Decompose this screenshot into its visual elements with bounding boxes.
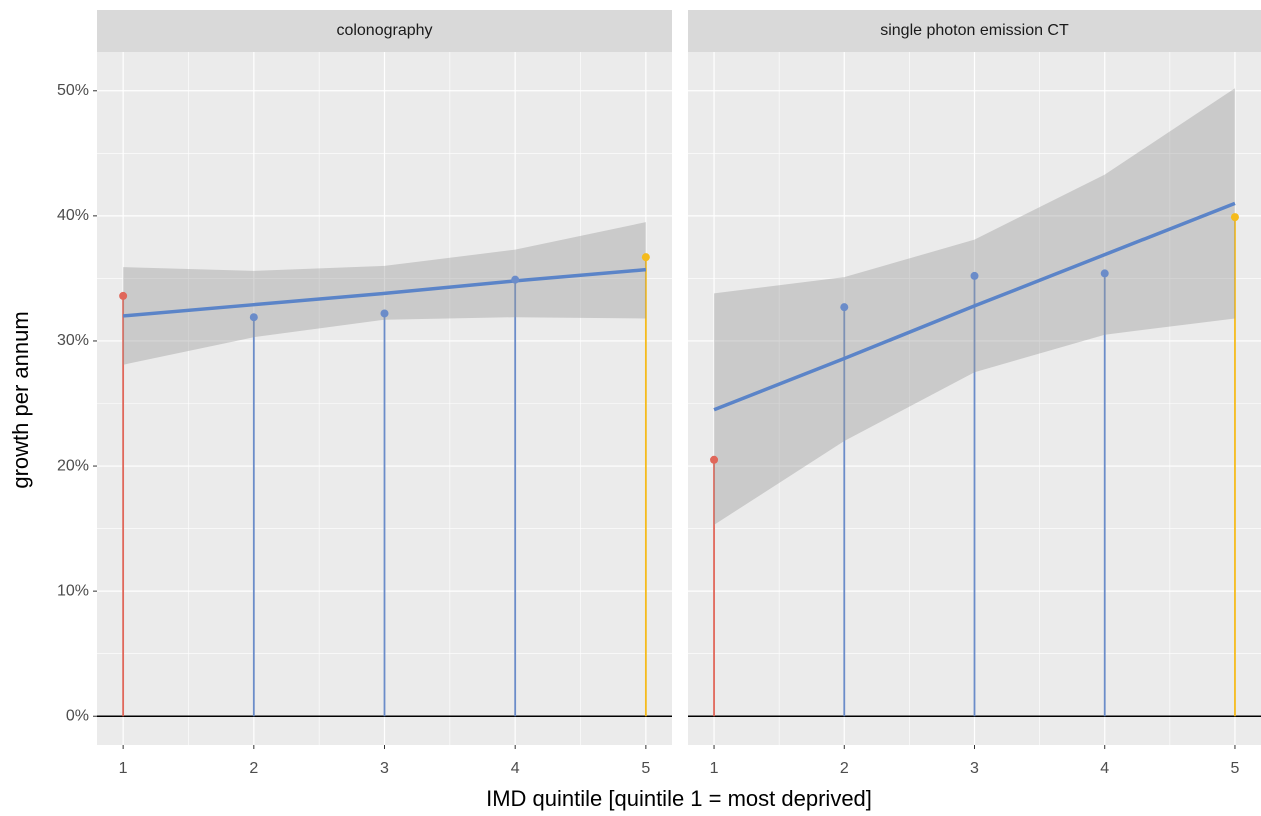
strip	[97, 10, 672, 52]
x-tick-label: 5	[641, 760, 650, 777]
x-tick-label: 3	[970, 760, 979, 777]
x-tick-label: 4	[511, 760, 520, 777]
fit-line	[713, 201, 1236, 412]
y-tick-label: 10%	[57, 582, 89, 599]
point	[511, 275, 520, 284]
point	[1100, 269, 1109, 278]
y-tick-label: 0%	[66, 707, 89, 724]
y-tick-label: 30%	[57, 332, 89, 349]
y-axis-title: growth per annum	[8, 311, 33, 488]
x-tick-label: 2	[840, 760, 849, 777]
x-axis-title: IMD quintile [quintile 1 = most deprived…	[486, 786, 872, 811]
y-tick-label: 40%	[57, 207, 89, 224]
y-tick-label: 20%	[57, 457, 89, 474]
x-tick-label: 5	[1231, 760, 1240, 777]
point	[840, 303, 849, 312]
point	[380, 309, 389, 318]
y-tick-label: 50%	[57, 82, 89, 99]
point	[970, 271, 979, 280]
point	[119, 291, 128, 300]
point	[249, 313, 258, 322]
x-tick-label: 3	[380, 760, 389, 777]
point	[641, 253, 650, 262]
x-tick-label: 1	[119, 760, 128, 777]
x-tick-label: 2	[249, 760, 258, 777]
point	[1230, 213, 1239, 222]
fit-line	[122, 267, 647, 318]
point	[710, 455, 719, 464]
strip	[688, 10, 1261, 52]
strip-label: colonography	[336, 22, 432, 39]
x-tick-label: 1	[710, 760, 719, 777]
x-tick-label: 4	[1100, 760, 1109, 777]
strip-label: single photon emission CT	[880, 22, 1069, 39]
